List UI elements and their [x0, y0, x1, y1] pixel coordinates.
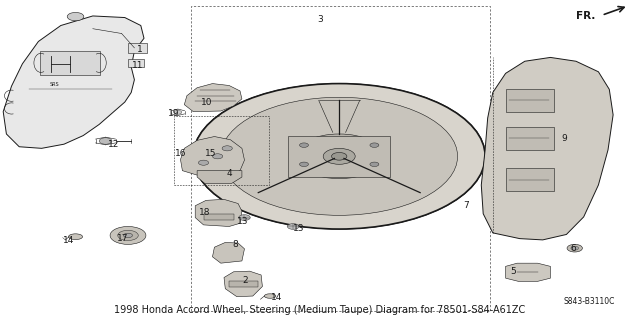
Bar: [506, 89, 554, 112]
Circle shape: [118, 230, 138, 241]
Circle shape: [174, 110, 182, 114]
Polygon shape: [195, 199, 242, 226]
Polygon shape: [212, 242, 244, 263]
Text: 19: 19: [168, 109, 180, 118]
Circle shape: [300, 162, 308, 167]
Bar: [40, 51, 100, 75]
Text: 5: 5: [511, 267, 516, 276]
Polygon shape: [224, 271, 262, 297]
Polygon shape: [180, 137, 244, 177]
Circle shape: [110, 226, 146, 244]
Text: 14: 14: [63, 236, 75, 245]
Circle shape: [370, 143, 379, 147]
Text: 2: 2: [243, 276, 248, 285]
Text: 13: 13: [293, 224, 305, 233]
Text: 11: 11: [132, 61, 143, 70]
Text: 6: 6: [570, 244, 575, 253]
Circle shape: [222, 146, 232, 151]
Text: 9: 9: [562, 134, 567, 143]
Circle shape: [99, 138, 112, 144]
Text: 3: 3: [317, 15, 323, 24]
Text: 17: 17: [117, 234, 129, 243]
Text: 16: 16: [175, 149, 187, 158]
Circle shape: [332, 152, 347, 160]
Circle shape: [567, 244, 582, 252]
Bar: [204, 214, 234, 220]
Circle shape: [212, 154, 223, 159]
Bar: [128, 59, 144, 67]
Text: 1998 Honda Accord Wheel, Steering (Medium Taupe) Diagram for 78501-S84-A61ZC: 1998 Honda Accord Wheel, Steering (Mediu…: [115, 305, 525, 315]
Ellipse shape: [264, 294, 276, 298]
Bar: [191, 6, 490, 311]
Text: 14: 14: [271, 293, 282, 302]
Text: 7: 7: [463, 201, 468, 210]
Circle shape: [571, 246, 579, 250]
Bar: [288, 136, 390, 177]
Text: 12: 12: [108, 140, 120, 149]
Circle shape: [294, 134, 384, 179]
Circle shape: [221, 97, 458, 215]
Circle shape: [323, 148, 355, 164]
Circle shape: [124, 233, 132, 238]
Text: 18: 18: [199, 208, 211, 217]
Bar: [506, 127, 554, 150]
Bar: [128, 43, 147, 53]
Circle shape: [193, 84, 485, 229]
Ellipse shape: [68, 234, 83, 240]
Polygon shape: [481, 57, 613, 240]
Bar: [174, 116, 269, 185]
Circle shape: [370, 162, 379, 167]
Text: 15: 15: [205, 149, 217, 158]
Circle shape: [198, 160, 209, 165]
Circle shape: [300, 143, 308, 147]
Text: 1: 1: [137, 45, 142, 54]
Polygon shape: [506, 263, 550, 281]
Text: 13: 13: [237, 217, 249, 226]
Bar: [506, 168, 554, 191]
Text: 8: 8: [232, 240, 237, 249]
Circle shape: [287, 224, 299, 229]
Polygon shape: [197, 171, 242, 183]
Ellipse shape: [193, 84, 485, 229]
Text: 4: 4: [227, 169, 232, 178]
Polygon shape: [184, 84, 242, 112]
Text: FR.: FR.: [576, 11, 595, 21]
Circle shape: [67, 12, 84, 21]
Text: S843-B3110C: S843-B3110C: [563, 297, 614, 306]
Text: 10: 10: [201, 98, 212, 107]
Bar: [229, 281, 258, 287]
Text: SRS: SRS: [49, 82, 60, 87]
Circle shape: [239, 215, 250, 220]
Polygon shape: [3, 16, 144, 148]
